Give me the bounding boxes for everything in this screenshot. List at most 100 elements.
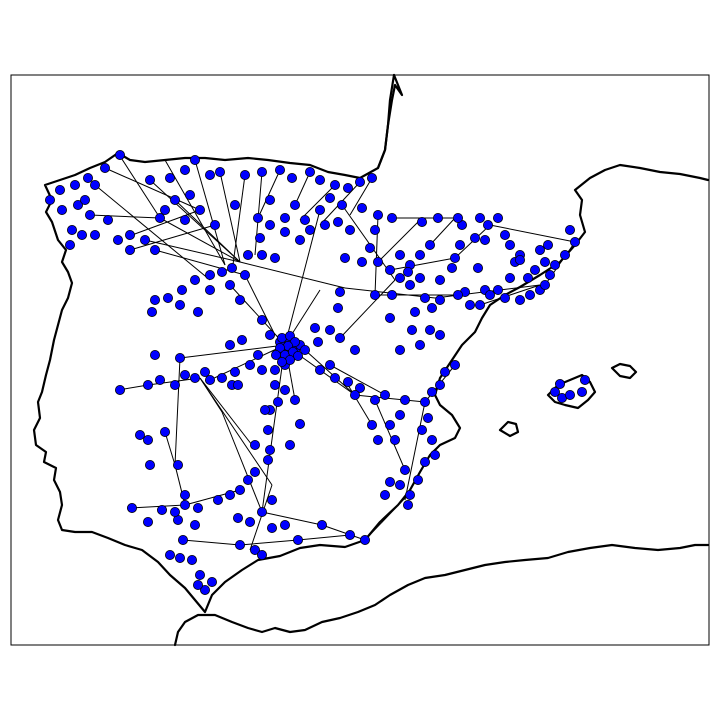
network-edge bbox=[219, 171, 241, 263]
network-node bbox=[422, 412, 433, 423]
network-node bbox=[266, 494, 277, 505]
network-node bbox=[402, 499, 413, 510]
network-node bbox=[83, 172, 94, 183]
network-node bbox=[474, 299, 485, 310]
network-node bbox=[125, 229, 136, 240]
network-edge bbox=[304, 349, 356, 396]
network-node bbox=[256, 506, 267, 517]
network-node bbox=[144, 459, 155, 470]
network-node bbox=[434, 329, 445, 340]
network-node bbox=[256, 364, 267, 375]
network-node bbox=[189, 274, 200, 285]
biscay-coastline bbox=[376, 73, 404, 170]
network-node bbox=[192, 306, 203, 317]
network-node bbox=[90, 179, 101, 190]
network-node bbox=[404, 489, 415, 500]
network-node bbox=[189, 154, 200, 165]
network-node bbox=[515, 294, 526, 305]
network-node bbox=[279, 226, 290, 237]
network-node bbox=[349, 344, 360, 355]
network-node bbox=[224, 339, 235, 350]
network-node bbox=[414, 339, 425, 350]
network-node bbox=[229, 366, 240, 377]
network-node bbox=[454, 239, 465, 250]
network-node bbox=[543, 239, 554, 250]
network-node bbox=[276, 356, 287, 367]
network-node bbox=[162, 292, 173, 303]
network-edge bbox=[297, 534, 351, 541]
network-edge bbox=[257, 169, 281, 219]
network-edge bbox=[94, 184, 211, 281]
network-node bbox=[189, 520, 200, 531]
network-node bbox=[234, 540, 245, 551]
network-node bbox=[134, 429, 145, 440]
network-node bbox=[504, 239, 515, 250]
network-node bbox=[344, 530, 355, 541]
network-node bbox=[274, 164, 285, 175]
network-node bbox=[394, 479, 405, 490]
network-node bbox=[452, 212, 463, 223]
network-node bbox=[580, 374, 591, 385]
network-node bbox=[294, 418, 305, 429]
network-node bbox=[284, 439, 295, 450]
network-node bbox=[324, 359, 335, 370]
network-node bbox=[67, 224, 78, 235]
network-node bbox=[426, 434, 437, 445]
network-node bbox=[159, 426, 170, 437]
network-node bbox=[204, 269, 215, 280]
network-node bbox=[184, 189, 195, 200]
network-node bbox=[289, 394, 300, 405]
network-edge bbox=[294, 171, 311, 206]
network-node bbox=[100, 162, 111, 173]
network-node bbox=[164, 172, 175, 183]
network-node bbox=[80, 194, 91, 205]
network-node bbox=[164, 550, 175, 561]
network-node bbox=[332, 216, 343, 227]
network-edge bbox=[144, 239, 241, 263]
network-node bbox=[304, 166, 315, 177]
network-node bbox=[115, 384, 126, 395]
network-node bbox=[434, 294, 445, 305]
network-node bbox=[342, 182, 353, 193]
network-node bbox=[372, 256, 383, 267]
network-node bbox=[535, 244, 546, 255]
network-node bbox=[372, 434, 383, 445]
network-edge bbox=[261, 344, 286, 513]
network-node bbox=[103, 214, 114, 225]
network-edge bbox=[149, 179, 241, 263]
network-node bbox=[269, 379, 280, 390]
network-node bbox=[464, 299, 475, 310]
network-node bbox=[349, 389, 360, 400]
network-node bbox=[299, 344, 310, 355]
network-node bbox=[426, 386, 437, 397]
network-node bbox=[236, 334, 247, 345]
network-node bbox=[515, 254, 526, 265]
network-node bbox=[272, 396, 283, 407]
network-node bbox=[419, 292, 430, 303]
network-node bbox=[256, 166, 267, 177]
network-node bbox=[244, 359, 255, 370]
network-node bbox=[414, 249, 425, 260]
network-edge bbox=[129, 224, 216, 251]
network-edge bbox=[354, 394, 426, 403]
network-node bbox=[484, 289, 495, 300]
network-node bbox=[262, 424, 273, 435]
network-node bbox=[394, 272, 405, 283]
network-node bbox=[146, 306, 157, 317]
network-node bbox=[314, 174, 325, 185]
network-node bbox=[142, 517, 153, 528]
network-node bbox=[359, 535, 370, 546]
network-node bbox=[57, 204, 68, 215]
network-node bbox=[192, 580, 203, 591]
network-node bbox=[389, 434, 400, 445]
network-node bbox=[472, 262, 483, 273]
network-node bbox=[144, 174, 155, 185]
network-node bbox=[85, 209, 96, 220]
network-edge bbox=[344, 379, 373, 426]
network-edge bbox=[364, 494, 409, 541]
network-node bbox=[242, 249, 253, 260]
network-edge bbox=[159, 217, 241, 263]
network-node bbox=[364, 242, 375, 253]
network-node bbox=[525, 289, 536, 300]
network-node bbox=[386, 289, 397, 300]
